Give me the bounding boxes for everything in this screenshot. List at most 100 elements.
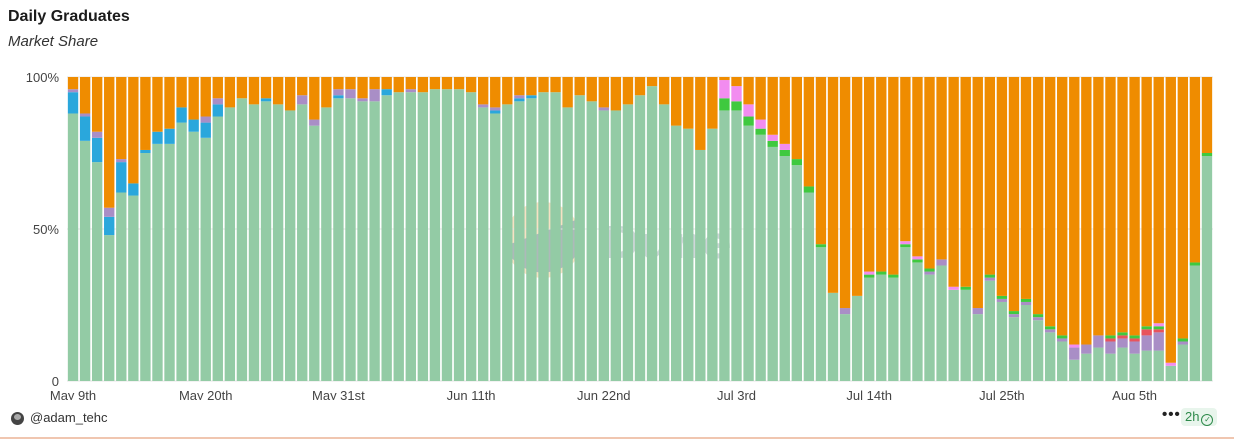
bar-segment[interactable] bbox=[658, 77, 670, 105]
bar-segment[interactable] bbox=[200, 122, 211, 138]
bar-segment[interactable] bbox=[1189, 77, 1201, 263]
bar-segment[interactable] bbox=[502, 104, 513, 382]
bar-segment[interactable] bbox=[477, 104, 489, 108]
bar-segment[interactable] bbox=[1129, 341, 1140, 354]
bar-segment[interactable] bbox=[260, 101, 272, 381]
bar-segment[interactable] bbox=[1032, 314, 1044, 318]
bar-segment[interactable] bbox=[719, 98, 730, 111]
bar-segment[interactable] bbox=[188, 131, 199, 381]
bar-segment[interactable] bbox=[272, 77, 284, 105]
bar-segment[interactable] bbox=[538, 92, 549, 381]
bar-segment[interactable] bbox=[803, 186, 815, 193]
bar-segment[interactable] bbox=[1177, 77, 1189, 339]
bar-segment[interactable] bbox=[200, 137, 211, 381]
bar-segment[interactable] bbox=[839, 77, 851, 309]
bar-segment[interactable] bbox=[984, 280, 996, 381]
bar-segment[interactable] bbox=[67, 77, 79, 90]
bar-segment[interactable] bbox=[1081, 353, 1092, 381]
bar-segment[interactable] bbox=[104, 235, 115, 381]
bar-segment[interactable] bbox=[1117, 332, 1128, 336]
bar-segment[interactable] bbox=[683, 77, 694, 129]
bar-segment[interactable] bbox=[1093, 347, 1104, 381]
bar-segment[interactable] bbox=[224, 107, 236, 382]
bar-segment[interactable] bbox=[1093, 335, 1104, 348]
bar-segment[interactable] bbox=[1093, 77, 1104, 336]
bar-segment[interactable] bbox=[1044, 77, 1056, 327]
bar-segment[interactable] bbox=[984, 277, 996, 281]
bar-segment[interactable] bbox=[1117, 347, 1128, 381]
bar-segment[interactable] bbox=[260, 77, 272, 99]
bar-segment[interactable] bbox=[767, 77, 778, 135]
bar-segment[interactable] bbox=[188, 119, 199, 132]
bar-segment[interactable] bbox=[357, 98, 368, 102]
bar-segment[interactable] bbox=[1129, 338, 1140, 342]
bar-segment[interactable] bbox=[1057, 77, 1068, 336]
bar-segment[interactable] bbox=[574, 95, 585, 382]
bar-segment[interactable] bbox=[803, 192, 815, 381]
bar-segment[interactable] bbox=[104, 77, 115, 208]
bar-segment[interactable] bbox=[381, 89, 392, 96]
bar-segment[interactable] bbox=[876, 271, 887, 275]
bar-segment[interactable] bbox=[369, 101, 380, 381]
bar-segment[interactable] bbox=[116, 162, 127, 193]
bar-segment[interactable] bbox=[321, 77, 332, 108]
bar-segment[interactable] bbox=[200, 77, 211, 117]
bar-segment[interactable] bbox=[1032, 320, 1044, 381]
bar-segment[interactable] bbox=[212, 77, 223, 99]
bar-segment[interactable] bbox=[779, 149, 790, 157]
bar-segment[interactable] bbox=[357, 101, 368, 381]
bar-segment[interactable] bbox=[900, 241, 911, 245]
bar-segment[interactable] bbox=[91, 162, 103, 381]
bar-segment[interactable] bbox=[164, 77, 175, 129]
bar-segment[interactable] bbox=[960, 286, 971, 290]
bar-segment[interactable] bbox=[562, 77, 573, 108]
bar-segment[interactable] bbox=[1105, 338, 1116, 342]
bar-segment[interactable] bbox=[1153, 329, 1164, 333]
bar-segment[interactable] bbox=[1105, 77, 1116, 336]
bar-segment[interactable] bbox=[731, 110, 742, 381]
bar-segment[interactable] bbox=[417, 92, 429, 381]
bar-segment[interactable] bbox=[839, 308, 851, 315]
bar-segment[interactable] bbox=[164, 143, 175, 381]
bar-segment[interactable] bbox=[610, 77, 622, 111]
bar-segment[interactable] bbox=[538, 77, 549, 93]
bar-segment[interactable] bbox=[996, 295, 1008, 299]
bar-segment[interactable] bbox=[212, 104, 223, 117]
bar-segment[interactable] bbox=[1057, 335, 1068, 339]
bar-segment[interactable] bbox=[1008, 314, 1020, 318]
author-avatar-icon[interactable] bbox=[11, 412, 24, 425]
bar-segment[interactable] bbox=[514, 95, 525, 99]
bar-segment[interactable] bbox=[1153, 77, 1164, 324]
author-name[interactable]: @adam_tehc bbox=[30, 410, 108, 425]
bar-segment[interactable] bbox=[441, 77, 453, 90]
bar-segment[interactable] bbox=[888, 277, 899, 381]
bar-segment[interactable] bbox=[948, 77, 959, 287]
bar-segment[interactable] bbox=[815, 247, 827, 381]
bar-segment[interactable] bbox=[1032, 317, 1044, 321]
bar-segment[interactable] bbox=[79, 113, 91, 117]
bar-segment[interactable] bbox=[924, 271, 935, 275]
bar-segment[interactable] bbox=[719, 80, 730, 99]
bar-segment[interactable] bbox=[1069, 347, 1080, 360]
bar-segment[interactable] bbox=[1020, 301, 1032, 305]
bar-segment[interactable] bbox=[212, 116, 223, 382]
bar-segment[interactable] bbox=[1141, 335, 1152, 351]
bar-segment[interactable] bbox=[912, 259, 923, 263]
bar-segment[interactable] bbox=[345, 77, 356, 90]
bar-segment[interactable] bbox=[1069, 344, 1080, 348]
bar-segment[interactable] bbox=[1153, 323, 1164, 327]
bar-segment[interactable] bbox=[140, 77, 151, 150]
bar-segment[interactable] bbox=[152, 77, 163, 132]
bar-segment[interactable] bbox=[924, 268, 935, 272]
bar-segment[interactable] bbox=[514, 77, 525, 96]
bar-segment[interactable] bbox=[839, 314, 851, 381]
bar-segment[interactable] bbox=[1129, 335, 1140, 339]
bar-segment[interactable] bbox=[719, 77, 730, 81]
bar-segment[interactable] bbox=[731, 86, 742, 102]
bar-segment[interactable] bbox=[876, 77, 887, 272]
bar-segment[interactable] bbox=[707, 128, 718, 381]
bar-segment[interactable] bbox=[912, 256, 923, 260]
bar-segment[interactable] bbox=[1057, 338, 1068, 342]
bar-segment[interactable] bbox=[1177, 341, 1189, 345]
bar-segment[interactable] bbox=[381, 77, 392, 90]
